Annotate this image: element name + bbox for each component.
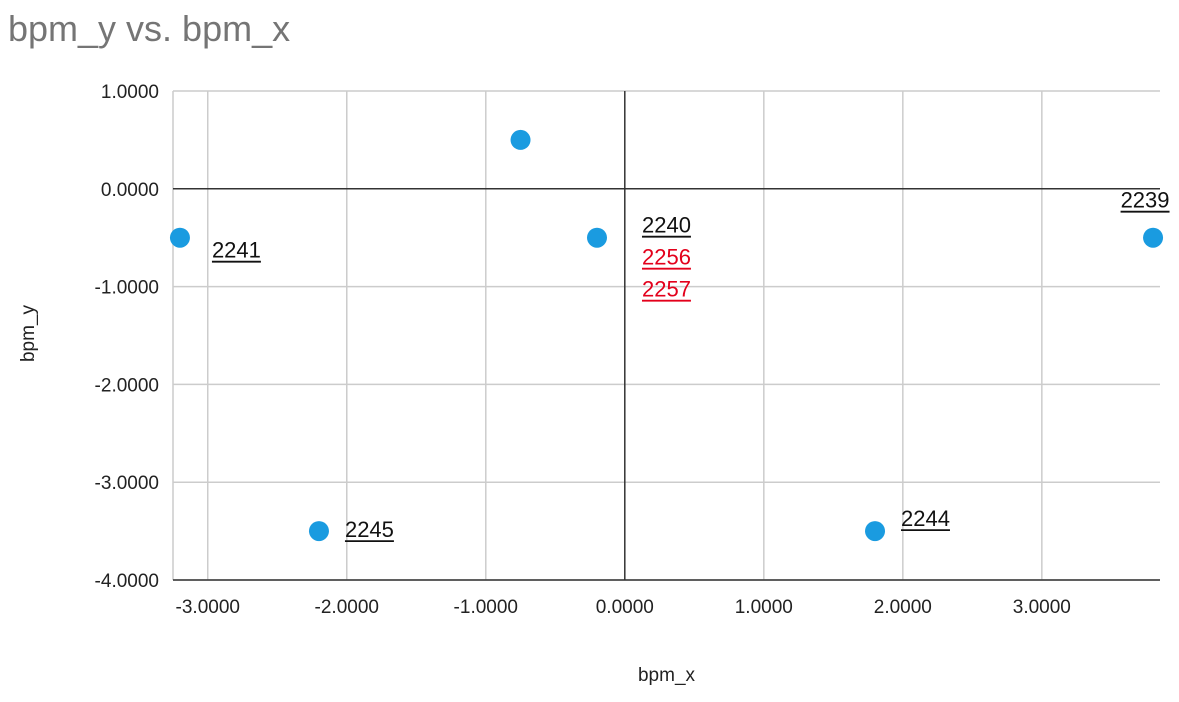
y-tick-label: 0.0000 [101, 180, 159, 201]
x-axis-title: bpm_x [638, 665, 696, 686]
grid-lines [172, 90, 1160, 581]
data-point [1143, 227, 1164, 248]
point-label: 2239 [1121, 188, 1170, 213]
x-tick-label: 2.0000 [874, 597, 932, 618]
zero-axes [173, 91, 1160, 581]
y-tick-label: -3.0000 [95, 473, 159, 494]
data-point [169, 227, 190, 248]
data-point [510, 129, 531, 150]
x-tick-labels: -3.0000 -2.0000 -1.0000 0.0000 1.0000 2.0000 3… [176, 597, 1071, 618]
data-point [308, 521, 329, 542]
x-tick-label: 0.0000 [596, 597, 654, 618]
point-label: 2256 [642, 245, 691, 270]
y-tick-label: -2.0000 [95, 375, 159, 396]
point-label: 2257 [642, 277, 691, 302]
y-tick-label: -4.0000 [95, 571, 159, 592]
x-tick-label: -1.0000 [454, 597, 518, 618]
x-tick-label: 1.0000 [735, 597, 793, 618]
data-point [586, 227, 607, 248]
y-tick-label: 1.0000 [101, 82, 159, 103]
point-label: 2241 [212, 238, 261, 263]
point-label: 2244 [901, 506, 950, 531]
data-point [865, 521, 886, 542]
x-tick-label: -2.0000 [315, 597, 379, 618]
point-label: 2240 [642, 213, 691, 238]
x-tick-label: -3.0000 [176, 597, 240, 618]
x-tick-label: 3.0000 [1013, 597, 1071, 618]
point-labels: 2241 2240 2256 2257 2239 2245 2244 [211, 188, 1170, 542]
point-label: 2245 [345, 517, 394, 542]
data-points [169, 129, 1164, 542]
chart-title: bpm_y vs. bpm_x [8, 8, 291, 49]
y-axis-title: bpm_y [18, 304, 39, 362]
y-tick-label: -1.0000 [95, 278, 159, 299]
y-tick-labels: 1.0000 0.0000 -1.0000 -2.0000 -3.0000 -4.0000 [95, 82, 159, 592]
